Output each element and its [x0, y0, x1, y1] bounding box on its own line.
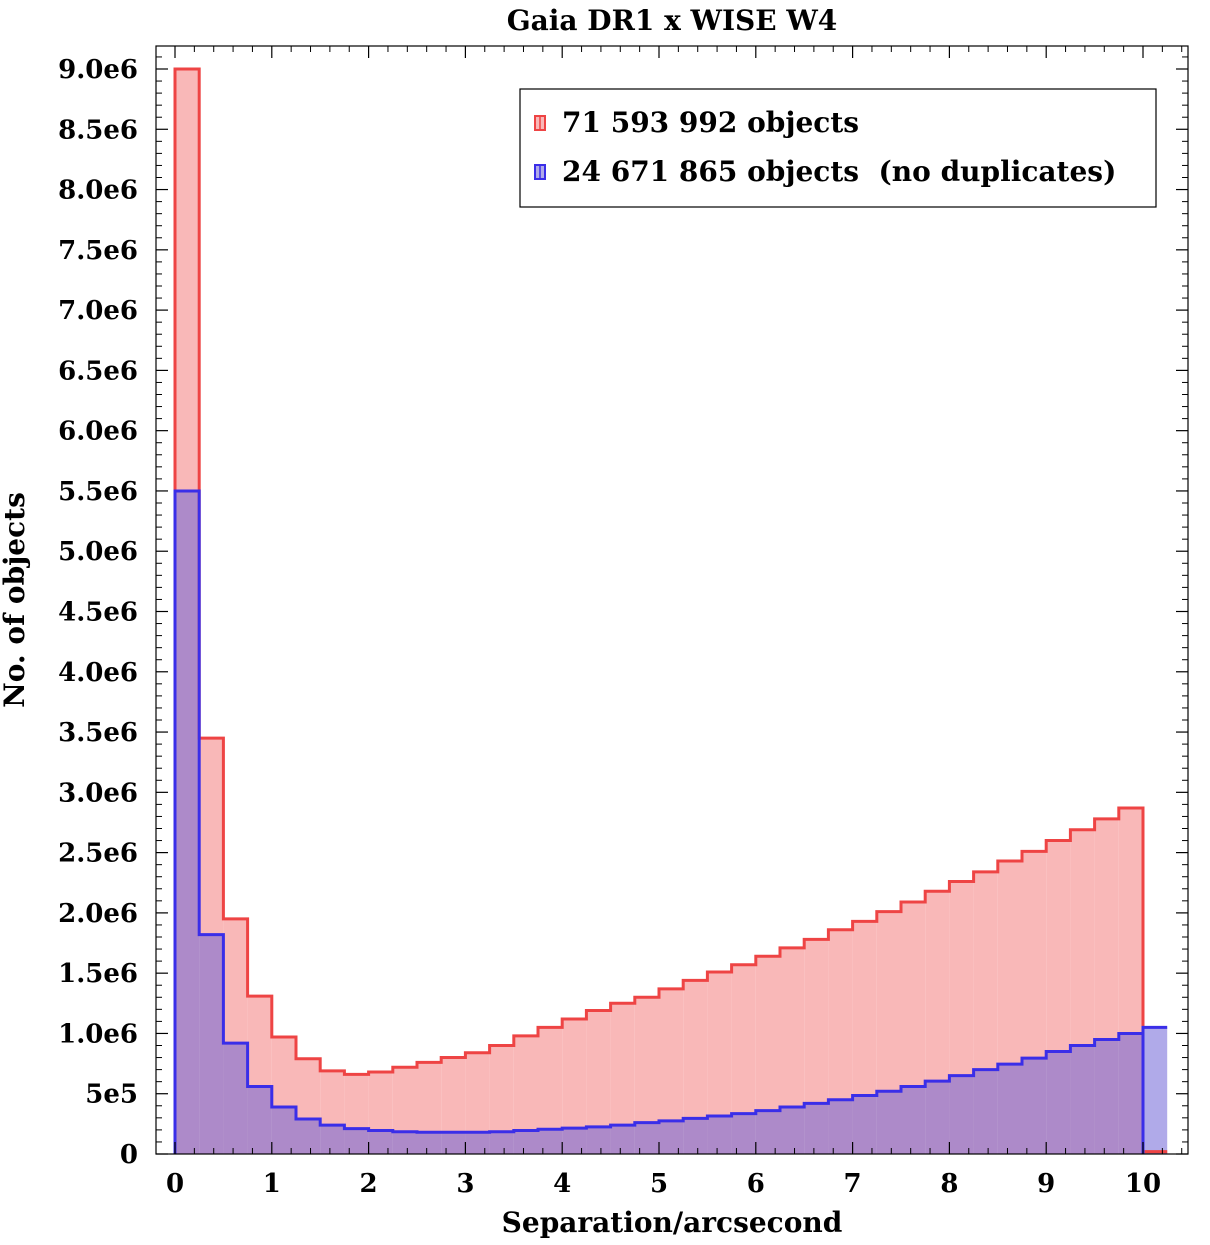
bar-nodup-17	[586, 1126, 611, 1154]
x-tick-label: 0	[166, 1169, 184, 1199]
bar-nodup-27	[828, 1099, 853, 1154]
bar-nodup-3	[247, 1086, 272, 1154]
bar-nodup-39	[1118, 1033, 1143, 1154]
legend-box	[519, 88, 1157, 208]
y-tick-label: 5.0e6	[58, 537, 138, 567]
legend-label: 24 671 865 objects (no duplicates)	[562, 155, 1116, 188]
bar-nodup-0	[175, 490, 200, 1154]
y-tick-label: 7.5e6	[58, 236, 138, 266]
x-tick-label: 2	[360, 1169, 378, 1199]
x-tick-label: 4	[553, 1169, 571, 1199]
y-tick-label: 5.5e6	[58, 477, 138, 507]
y-tick-label: 7.0e6	[58, 296, 138, 326]
x-tick-label: 5	[650, 1169, 668, 1199]
legend-label: 71 593 992 objects	[562, 106, 859, 139]
bar-nodup-10	[417, 1132, 442, 1154]
bar-nodup-5	[296, 1119, 321, 1154]
bar-nodup-24	[755, 1110, 780, 1154]
bar-nodup-4	[271, 1106, 296, 1154]
series-outline-all	[173, 67, 1168, 1154]
y-tick-label: 2.0e6	[58, 899, 138, 929]
bar-nodup-37	[1070, 1045, 1095, 1154]
y-tick-label: 5e5	[85, 1080, 138, 1110]
chart-title: Gaia DR1 x WISE W4	[507, 4, 838, 37]
bar-nodup-18	[610, 1125, 635, 1154]
y-tick-label: 0	[120, 1140, 138, 1170]
x-tick-label: 6	[747, 1169, 765, 1199]
bar-nodup-8	[368, 1130, 393, 1154]
bar-nodup-35	[1022, 1058, 1047, 1154]
y-tick-label: 4.0e6	[58, 658, 138, 688]
bar-nodup-23	[731, 1113, 756, 1154]
plot-frame	[155, 45, 1189, 1155]
y-axis-label: No. of objects	[0, 492, 31, 708]
bar-nodup-1	[199, 934, 224, 1154]
bar-nodup-34	[997, 1064, 1022, 1154]
bar-nodup-2	[223, 1043, 248, 1154]
series-outline-nodup	[173, 489, 1168, 1154]
bar-nodup-12	[465, 1132, 490, 1154]
bar-nodup-7	[344, 1128, 369, 1154]
y-tick-label: 6.5e6	[58, 356, 138, 386]
y-axis: 0 5e5 1.0e6 1.5e6 2.0e6 2.5e6 3.0e6 3.5e6 4.0e6 4…	[58, 55, 1188, 1170]
bar-nodup-19	[634, 1122, 659, 1154]
bar-nodup-13	[489, 1131, 514, 1154]
bar-nodup-31	[925, 1081, 950, 1154]
bar-nodup-9	[392, 1131, 417, 1154]
y-tick-label: 6.0e6	[58, 417, 138, 447]
bar-nodup-33	[973, 1069, 998, 1154]
bar-nodup-29	[876, 1091, 901, 1154]
y-tick-label: 2.5e6	[58, 839, 138, 869]
bar-nodup-26	[804, 1103, 829, 1154]
y-tick-label: 1.5e6	[58, 959, 138, 989]
x-tick-label: 9	[1037, 1169, 1055, 1199]
y-tick-label: 3.5e6	[58, 718, 138, 748]
x-tick-label: 7	[844, 1169, 862, 1199]
x-tick-label: 3	[456, 1169, 474, 1199]
y-tick-label: 3.0e6	[58, 778, 138, 808]
bar-nodup-6	[320, 1125, 345, 1154]
bar-nodup-40	[1143, 1027, 1168, 1154]
legend-entry-nodup: 24 671 865 objects (no duplicates)	[534, 155, 1116, 188]
bar-nodup-38	[1094, 1039, 1119, 1154]
bar-nodup-22	[707, 1116, 732, 1154]
bar-nodup-30	[901, 1086, 926, 1154]
bar-nodup-15	[538, 1129, 563, 1154]
bar-nodup-20	[659, 1120, 684, 1154]
y-tick-label: 9.0e6	[58, 55, 138, 85]
legend: 71 593 992 objects 24 671 865 objects (no…	[519, 88, 1157, 208]
x-axis: 0 1 2 3 4 5 6 7 8 9 10	[166, 46, 1183, 1199]
x-tick-label: 1	[263, 1169, 281, 1199]
bar-nodup-16	[562, 1128, 587, 1154]
x-tick-label: 10	[1125, 1169, 1161, 1199]
histogram-lines	[173, 67, 1168, 1154]
histogram-fills	[175, 69, 1168, 1154]
bar-nodup-32	[949, 1075, 974, 1154]
bar-nodup-28	[852, 1095, 877, 1154]
legend-entry-all: 71 593 992 objects	[534, 106, 859, 139]
bar-nodup-11	[441, 1132, 466, 1154]
bar-nodup-25	[780, 1106, 805, 1154]
bar-nodup-21	[683, 1118, 708, 1154]
bar-nodup-14	[513, 1130, 538, 1154]
x-tick-label: 8	[940, 1169, 958, 1199]
y-tick-label: 8.0e6	[58, 176, 138, 206]
y-tick-label: 4.5e6	[58, 598, 138, 628]
y-tick-label: 1.0e6	[58, 1019, 138, 1049]
y-tick-label: 8.5e6	[58, 115, 138, 145]
bar-nodup-36	[1046, 1051, 1071, 1154]
x-axis-label: Separation/arcsecond	[502, 1206, 843, 1239]
